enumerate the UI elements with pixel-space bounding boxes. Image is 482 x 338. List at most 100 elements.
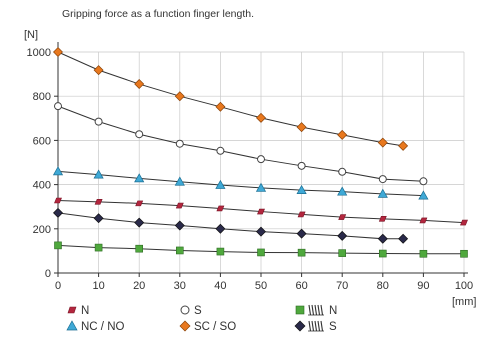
series-layer: [52, 47, 468, 258]
data-point: [378, 216, 387, 222]
data-point: [216, 247, 225, 256]
data-point: [93, 169, 104, 179]
legend: N S NNC / NO SC / SO S: [66, 304, 337, 333]
data-point: [176, 246, 184, 255]
data-point: [338, 167, 347, 176]
legend-label: S: [194, 305, 202, 317]
spring-icon: [308, 304, 324, 316]
y-tick-label: 200: [33, 224, 51, 236]
legend-item: NC / NO: [66, 320, 125, 333]
data-point: [378, 249, 387, 258]
data-point: [93, 213, 104, 224]
data-point: [297, 211, 306, 218]
data-point: [398, 233, 409, 244]
data-point: [377, 188, 388, 198]
x-tick-label: 20: [133, 280, 145, 292]
series-2: [54, 102, 428, 186]
series-line: [57, 51, 404, 147]
legend-item: N: [67, 305, 89, 317]
data-point: [215, 179, 226, 189]
y-tick-label: 800: [33, 91, 51, 103]
chart-title: Gripping force as a function finger leng…: [62, 8, 254, 20]
data-point: [297, 161, 306, 170]
y-axis-label: [N]: [24, 29, 38, 41]
data-point: [398, 140, 409, 151]
data-point: [175, 202, 184, 209]
data-point: [460, 219, 468, 226]
data-point: [256, 226, 266, 237]
x-axis-label: [mm]: [452, 296, 476, 308]
data-point: [174, 91, 185, 102]
data-point: [377, 233, 388, 244]
data-point: [378, 175, 387, 184]
data-point: [337, 129, 348, 140]
series-3: [54, 241, 468, 258]
data-point: [377, 137, 388, 148]
legend-label: NC / NO: [81, 321, 125, 333]
series-line: [57, 170, 424, 197]
x-tick-label: 50: [255, 280, 267, 292]
y-tick-label: 400: [33, 180, 51, 192]
y-tick-label: 1000: [27, 47, 51, 59]
data-point: [54, 241, 62, 250]
x-tick-label: 100: [455, 280, 473, 292]
data-point: [135, 130, 144, 139]
legend-marker: [66, 320, 78, 331]
data-point: [94, 243, 103, 252]
x-tick-label: 90: [417, 280, 429, 292]
legend-marker: [294, 320, 306, 332]
legend-label: N: [329, 305, 337, 317]
series-1: [54, 197, 468, 226]
data-point: [53, 47, 63, 57]
axes: [54, 42, 468, 277]
data-point: [52, 166, 64, 176]
data-point: [255, 182, 267, 192]
data-point: [338, 249, 347, 257]
series-4: [52, 166, 429, 200]
x-tick-label: 40: [214, 280, 226, 292]
data-point: [216, 205, 225, 212]
data-point: [53, 207, 63, 218]
x-tick-label: 60: [295, 280, 307, 292]
data-point: [215, 223, 226, 234]
data-point: [419, 217, 428, 224]
legend-item: N: [295, 304, 337, 317]
data-point: [94, 117, 103, 126]
series-line: [57, 212, 404, 240]
legend-item: S: [294, 320, 337, 333]
legend-item: S: [180, 305, 202, 317]
data-point: [419, 249, 428, 258]
series-line: [57, 105, 424, 182]
x-tick-label: 70: [336, 280, 348, 292]
data-point: [216, 146, 225, 155]
y-tick-label: 0: [45, 268, 51, 280]
data-point: [296, 122, 307, 133]
data-point: [257, 208, 265, 215]
legend-marker: [295, 305, 305, 315]
x-tick-label: 10: [92, 280, 104, 292]
spring-icon: [308, 320, 324, 332]
legend-label: S: [329, 321, 337, 333]
data-point: [338, 214, 347, 220]
series-5: [53, 47, 409, 151]
legend-marker: [179, 320, 191, 332]
data-point: [134, 217, 145, 228]
data-point: [256, 112, 266, 123]
data-point: [337, 186, 348, 196]
data-point: [93, 65, 104, 76]
data-point: [94, 199, 103, 205]
data-point: [174, 176, 185, 186]
legend-item: SC / SO: [179, 320, 236, 333]
x-tick-label: 80: [377, 280, 389, 292]
data-point: [337, 230, 348, 241]
legend-label: N: [81, 305, 89, 317]
data-point: [296, 228, 307, 239]
data-point: [460, 249, 468, 258]
data-point: [297, 248, 306, 257]
y-tick-label: 600: [33, 135, 51, 147]
data-point: [135, 200, 144, 207]
data-point: [134, 173, 145, 183]
data-point: [215, 101, 226, 112]
data-point: [257, 155, 265, 164]
